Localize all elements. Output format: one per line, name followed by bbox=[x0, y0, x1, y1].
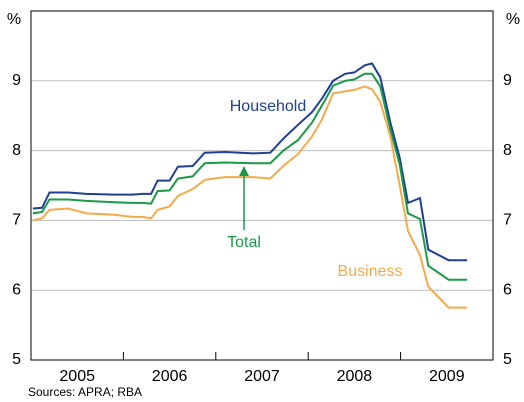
y-unit-left: % bbox=[7, 11, 21, 28]
series-label: Household bbox=[230, 98, 307, 115]
series-line bbox=[32, 72, 468, 281]
series-label: Total bbox=[227, 234, 261, 251]
x-tick-label: 2005 bbox=[59, 368, 95, 385]
y-tick-label-right: 5 bbox=[503, 351, 512, 368]
y-tick-label-right: 6 bbox=[503, 281, 512, 298]
series-line bbox=[32, 85, 468, 309]
x-tick-label: 2006 bbox=[152, 368, 188, 385]
y-tick-label-left: 9 bbox=[12, 72, 21, 89]
annotation-arrowhead bbox=[239, 166, 249, 176]
y-tick-label-right: 9 bbox=[503, 72, 512, 89]
x-tick-label: 2007 bbox=[244, 368, 280, 385]
y-tick-label-left: 7 bbox=[12, 212, 21, 229]
series-line bbox=[32, 62, 468, 262]
y-unit-right: % bbox=[506, 11, 520, 28]
x-tick-label: 2008 bbox=[337, 368, 373, 385]
y-tick-label-left: 5 bbox=[12, 351, 21, 368]
y-tick-label-left: 8 bbox=[12, 142, 21, 159]
x-tick-label: 2009 bbox=[429, 368, 465, 385]
y-tick-label-right: 8 bbox=[503, 142, 512, 159]
y-tick-label-right: 7 bbox=[503, 212, 512, 229]
series-label: Business bbox=[338, 263, 403, 280]
source: Sources: APRA; RBA bbox=[28, 385, 142, 399]
plot-frame bbox=[30, 10, 494, 361]
y-tick-label-left: 6 bbox=[12, 281, 21, 298]
